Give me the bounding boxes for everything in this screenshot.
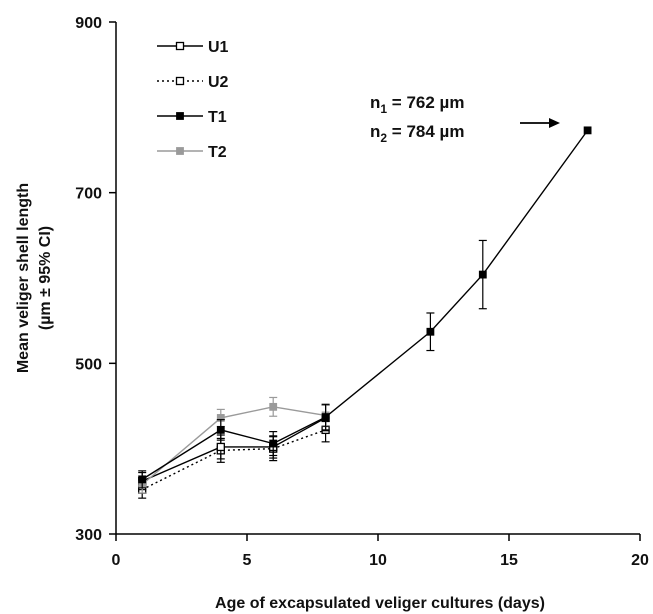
legend-label: T2 bbox=[208, 144, 227, 161]
data-point-t1 bbox=[138, 475, 147, 484]
annotation-arrow bbox=[520, 118, 560, 128]
chart-marks bbox=[138, 126, 592, 499]
x-tick-label: 20 bbox=[631, 552, 649, 569]
axes: 300 500 700 900 0 5 10 15 20 bbox=[75, 15, 649, 569]
legend-item-t1: T1 bbox=[157, 109, 227, 126]
annotation-n2: n2 = 784 µm bbox=[370, 122, 464, 145]
legend-item-t2: T2 bbox=[157, 144, 227, 161]
y-tick-label: 900 bbox=[75, 15, 102, 32]
legend-label: U2 bbox=[208, 74, 229, 91]
series-u1 bbox=[138, 404, 330, 491]
series-t1 bbox=[138, 126, 592, 489]
x-tick-label: 5 bbox=[243, 552, 252, 569]
y-axis-title-line2: (µm ± 95% CI) bbox=[37, 226, 54, 330]
x-tick-label: 15 bbox=[500, 552, 518, 569]
legend-label: T1 bbox=[208, 109, 227, 126]
series-line-t2 bbox=[141, 406, 326, 486]
x-tick-label: 0 bbox=[112, 552, 121, 569]
x-tick-label: 10 bbox=[369, 552, 387, 569]
data-point-t2 bbox=[269, 402, 278, 411]
y-tick-label: 700 bbox=[75, 186, 102, 203]
legend-label: U1 bbox=[208, 39, 229, 56]
legend-item-u1: U1 bbox=[157, 39, 229, 56]
legend-marker bbox=[176, 147, 184, 155]
legend-marker bbox=[176, 112, 184, 120]
data-point-t1 bbox=[583, 126, 592, 135]
data-point-t1 bbox=[478, 270, 487, 279]
legend-marker bbox=[175, 76, 185, 86]
data-point-t1 bbox=[426, 327, 435, 336]
legend-marker bbox=[175, 41, 185, 51]
data-point-u1 bbox=[216, 442, 225, 452]
series-t2 bbox=[138, 396, 330, 494]
series-line-u1 bbox=[141, 417, 326, 482]
series-line-u2 bbox=[141, 429, 326, 491]
annotation-n1: n1 = 762 µm bbox=[370, 93, 464, 116]
y-tick-label: 300 bbox=[75, 527, 102, 544]
y-axis-title-line1: Mean veliger shell length bbox=[15, 183, 32, 373]
data-point-t1 bbox=[216, 425, 225, 434]
data-point-t1 bbox=[321, 413, 330, 421]
legend-item-u2: U2 bbox=[157, 74, 229, 91]
legend: U1 U2 T1 T2 bbox=[157, 39, 229, 161]
x-axis-title: Age of excapsulated veliger cultures (da… bbox=[215, 595, 545, 612]
data-point-t1 bbox=[269, 439, 278, 448]
y-tick-label: 500 bbox=[75, 356, 102, 373]
